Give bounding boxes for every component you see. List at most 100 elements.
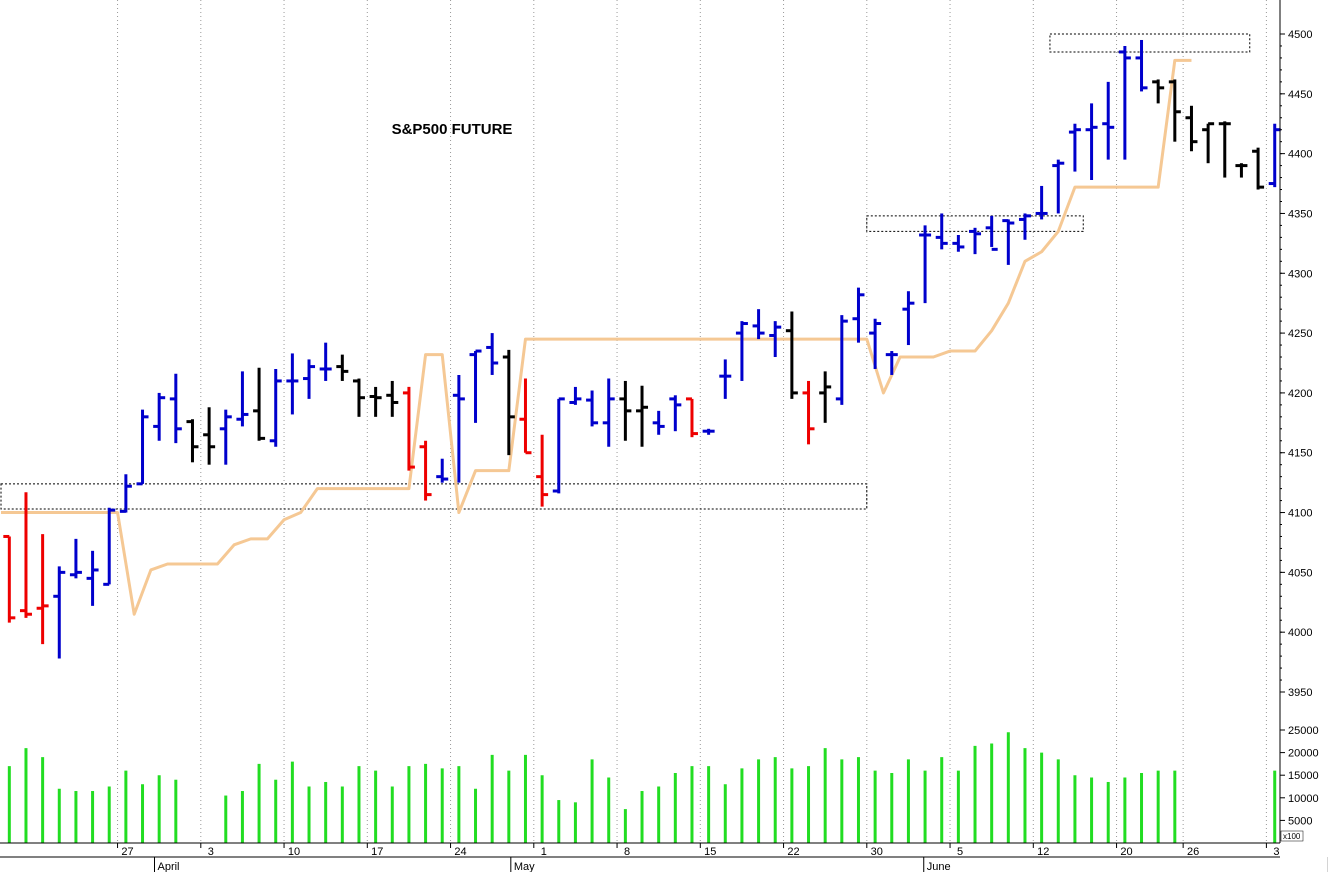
price-bar-49 (819, 371, 832, 423)
price-bar-28 (469, 349, 482, 423)
price-bar-70 (1168, 79, 1181, 142)
price-bar-68 (1135, 39, 1148, 92)
price-bar-12 (203, 407, 216, 465)
price-bar-2 (36, 534, 49, 645)
price-tick-label: 4500 (1288, 29, 1312, 41)
price-tick-label: 4300 (1288, 268, 1312, 280)
price-bar-13 (219, 409, 232, 465)
price-bar-56 (935, 213, 948, 250)
price-bar-38 (636, 385, 649, 447)
x-tick-label: 20 (1120, 846, 1132, 858)
price-bar-11 (186, 419, 199, 463)
price-bar-72 (1202, 122, 1215, 164)
price-bar-8 (136, 409, 149, 486)
price-bar-75 (1252, 147, 1265, 190)
volume-tick-label: 15000 (1288, 770, 1319, 782)
price-tick-label: 4200 (1288, 388, 1312, 400)
price-bar-52 (869, 318, 882, 369)
price-bar-32 (536, 434, 549, 507)
price-bar-7 (119, 474, 132, 513)
price-bar-71 (1185, 105, 1198, 152)
x-tick-label: 8 (624, 846, 630, 858)
price-bar-30 (502, 349, 515, 456)
price-bar-22 (369, 386, 382, 417)
price-bar-73 (1218, 121, 1231, 178)
x-tick-label: 15 (704, 846, 716, 858)
price-bar-66 (1102, 81, 1115, 160)
price-bar-46 (769, 321, 782, 358)
price-bar-1 (19, 492, 32, 618)
price-bar-42 (702, 428, 715, 435)
price-bar-43 (719, 359, 732, 399)
x-tick-label: 3 (208, 846, 214, 858)
price-bar-48 (802, 380, 815, 445)
price-bar-10 (169, 373, 182, 444)
price-tick-label: 4250 (1288, 328, 1312, 340)
price-bars (3, 39, 1281, 659)
zone-box-0 (0, 483, 868, 510)
price-bar-60 (1002, 219, 1015, 265)
price-tick-label: 4400 (1288, 149, 1312, 161)
price-bar-64 (1068, 123, 1081, 172)
price-bar-58 (969, 227, 982, 255)
price-tick-label: 4450 (1288, 89, 1312, 101)
x-tick-label: 12 (1037, 846, 1049, 858)
price-bar-0 (3, 534, 16, 623)
price-bar-20 (336, 354, 349, 381)
price-bar-29 (486, 333, 499, 375)
price-bar-34 (569, 386, 582, 405)
price-bar-21 (352, 378, 365, 417)
price-bar-19 (319, 342, 332, 381)
price-bar-45 (752, 309, 765, 340)
x-tick-label: 1 (541, 846, 547, 858)
price-bar-41 (685, 397, 698, 438)
price-bar-14 (236, 371, 249, 427)
volume-bars (7, 732, 1277, 843)
x-tick-label: 27 (121, 846, 133, 858)
volume-multiplier-box (1280, 830, 1304, 842)
price-bar-4 (69, 538, 82, 579)
price-bar-67 (1118, 45, 1131, 160)
volume-tick-label: 20000 (1288, 748, 1319, 760)
price-bar-69 (1152, 79, 1165, 104)
price-bar-61 (1018, 213, 1031, 240)
x-tick-label: 22 (787, 846, 799, 858)
volume-multiplier-label: x100 (1283, 832, 1301, 841)
price-bar-54 (902, 291, 915, 346)
price-bar-63 (1052, 159, 1065, 214)
month-label: June (927, 861, 951, 872)
price-tick-label: 4050 (1288, 567, 1312, 579)
chart-title: S&P500 FUTURE (392, 121, 513, 138)
volume-tick-label: 5000 (1288, 815, 1312, 827)
price-tick-label: 4000 (1288, 627, 1312, 639)
price-bar-39 (652, 410, 665, 435)
x-tick-label: 24 (454, 846, 466, 858)
x-tick-label: 10 (288, 846, 300, 858)
x-tick-label: 30 (871, 846, 883, 858)
grid (117, 0, 1267, 843)
price-bar-3 (53, 566, 66, 659)
price-bar-74 (1235, 163, 1248, 178)
price-bar-17 (286, 353, 299, 415)
price-bar-37 (619, 380, 632, 441)
price-bar-9 (153, 392, 166, 441)
price-tick-label: 4350 (1288, 208, 1312, 220)
price-bar-25 (419, 440, 432, 501)
price-bar-24 (402, 386, 415, 471)
x-tick-label: 17 (371, 846, 383, 858)
zone-box-2 (1049, 33, 1251, 53)
price-bar-65 (1085, 103, 1098, 180)
price-bar-53 (885, 351, 898, 375)
x-tick-label: 26 (1187, 846, 1199, 858)
price-tick-label: 3950 (1288, 687, 1312, 699)
price-bar-59 (985, 215, 998, 251)
price-bar-44 (735, 321, 748, 381)
price-bar-5 (86, 550, 99, 606)
price-bar-50 (835, 315, 848, 405)
price-bar-6 (103, 507, 116, 586)
price-tick-label: 4100 (1288, 508, 1312, 520)
price-bar-15 (253, 367, 266, 441)
price-bar-31 (519, 378, 532, 455)
